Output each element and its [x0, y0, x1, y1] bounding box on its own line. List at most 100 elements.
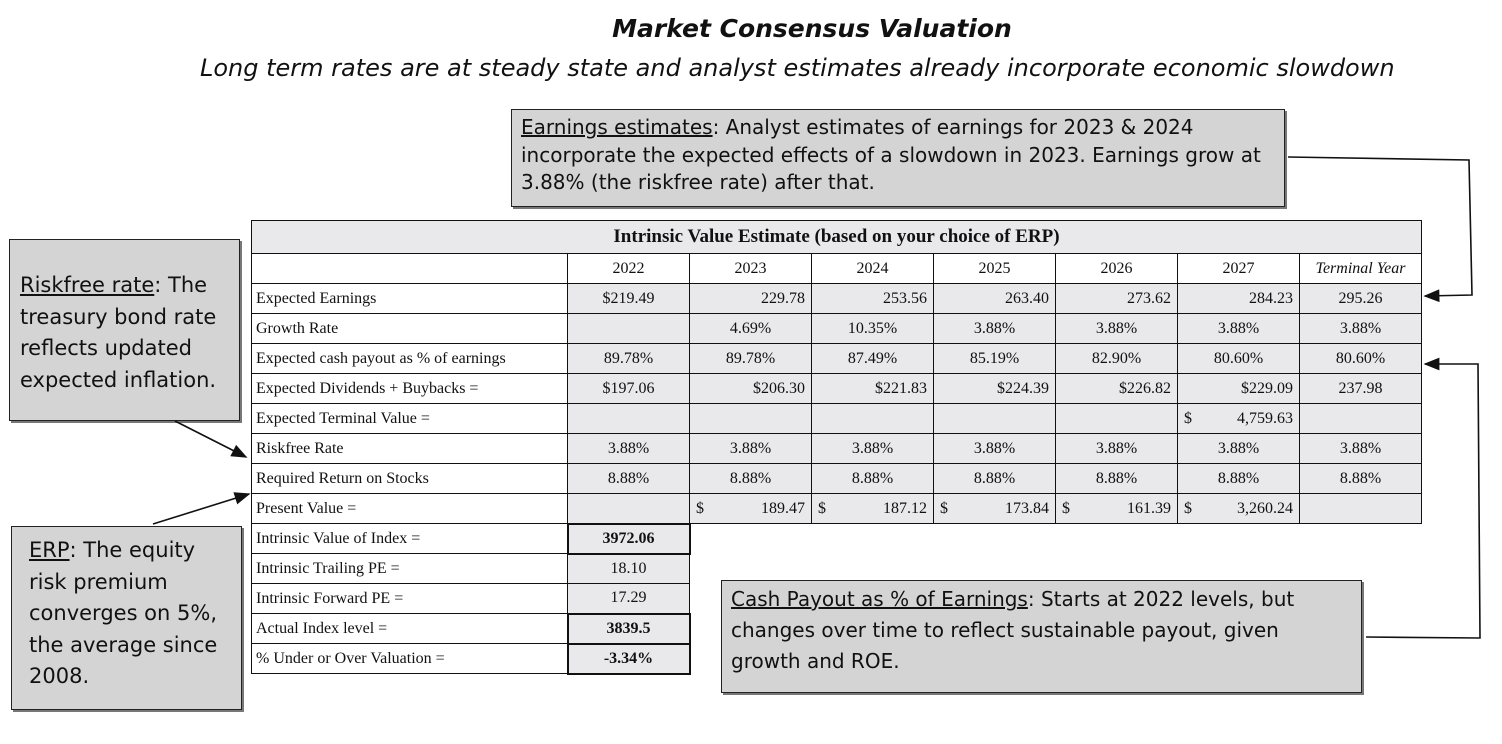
pv-value: 161.39	[1127, 499, 1171, 517]
callout-head: Riskfree rate	[20, 273, 155, 297]
row-label: Required Return on Stocks	[251, 463, 568, 494]
table-cell: $226.82	[1055, 373, 1178, 404]
table-row: Expected cash payout as % of earnings 89…	[251, 343, 1422, 374]
table-cell	[1299, 403, 1422, 434]
table-cell: 263.40	[933, 283, 1056, 314]
blank-area	[689, 523, 1422, 554]
valuation-gap-cell: -3.34%	[566, 642, 691, 675]
earnings-arrow	[1287, 156, 1473, 303]
pv-value: 173.84	[1005, 499, 1049, 517]
currency-symbol: $	[696, 499, 704, 517]
currency-symbol: $	[1184, 499, 1192, 517]
summary-row: Intrinsic Value of Index = 3972.06	[251, 522, 1422, 555]
blank-area	[689, 553, 1422, 584]
table-cell: 87.49%	[811, 343, 934, 374]
table-row: Present Value = $189.47 $187.12 $173.84 …	[251, 493, 1422, 524]
row-label: Present Value =	[251, 493, 568, 524]
row-label: Expected cash payout as % of earnings	[251, 343, 568, 374]
table-cell: $197.06	[567, 373, 690, 404]
pv-value: 187.12	[883, 499, 927, 517]
table-cell: 273.62	[1055, 283, 1178, 314]
table-cell	[933, 403, 1056, 434]
table-cell: 8.88%	[567, 463, 690, 494]
table-row: Expected Terminal Value = $4,759.63	[251, 403, 1422, 434]
riskfree-arrow	[174, 420, 248, 458]
year-header-row: 2022 2023 2024 2025 2026 2027 Terminal Y…	[251, 253, 1422, 284]
table-cell: 8.88%	[933, 463, 1056, 494]
table-cell	[567, 403, 690, 434]
table-cell: 3.88%	[1177, 313, 1300, 344]
row-label: Expected Terminal Value =	[251, 403, 568, 434]
page-subtitle: Long term rates are at steady state and …	[200, 54, 1395, 82]
table-cell: 8.88%	[811, 463, 934, 494]
summary-label: Intrinsic Forward PE =	[251, 583, 568, 614]
table-cell: 8.88%	[1055, 463, 1178, 494]
table-header: Intrinsic Value Estimate (based on your …	[251, 220, 1422, 254]
table-cell: 82.90%	[1055, 343, 1178, 374]
callout-body: : Analyst estimates of earnings for 2023…	[521, 115, 1261, 195]
terminal-year: Terminal Year	[1299, 253, 1422, 284]
callout-body: : The treasury bond rate reflects update…	[20, 273, 217, 392]
table-row: Growth Rate 4.69% 10.35% 3.88% 3.88% 3.8…	[251, 313, 1422, 344]
table-cell: 284.23	[1177, 283, 1300, 314]
table-cell	[1299, 493, 1422, 524]
table-row: Expected Earnings $219.49 229.78 253.56 …	[251, 283, 1422, 314]
table-cell: 8.88%	[1299, 463, 1422, 494]
table-cell: 8.88%	[1177, 463, 1300, 494]
summary-label: % Under or Over Valuation =	[251, 643, 568, 674]
cash-payout-callout: Cash Payout as % of Earnings: Starts at …	[721, 580, 1362, 693]
pv-cell: $161.39	[1055, 493, 1178, 524]
riskfree-rate-callout: Riskfree rate: The treasury bond rate re…	[9, 239, 240, 421]
callout-head: Cash Payout as % of Earnings	[731, 587, 1028, 611]
table-cell: 4.69%	[689, 313, 812, 344]
year-2023: 2023	[689, 253, 812, 284]
summary-label: Actual Index level =	[251, 613, 568, 644]
table-cell: 3.88%	[1055, 433, 1178, 464]
table-row: Expected Dividends + Buybacks = $197.06 …	[251, 373, 1422, 404]
table-cell: 80.60%	[1177, 343, 1300, 374]
terminal-value: 4,759.63	[1237, 409, 1293, 427]
summary-label: Intrinsic Trailing PE =	[251, 553, 568, 584]
table-cell: 295.26	[1299, 283, 1422, 314]
cash-payout-arrow	[1365, 357, 1481, 639]
intrinsic-value-cell: 3972.06	[566, 522, 691, 555]
pv-value: 189.47	[761, 499, 805, 517]
table-cell	[689, 403, 812, 434]
currency-symbol: $	[1062, 499, 1070, 517]
table-cell: $229.09	[1177, 373, 1300, 404]
intrinsic-value-table: Intrinsic Value Estimate (based on your …	[251, 220, 1422, 675]
row-label: Growth Rate	[251, 313, 568, 344]
year-2026: 2026	[1055, 253, 1178, 284]
table-cell: 89.78%	[689, 343, 812, 374]
table-cell: 3.88%	[1299, 433, 1422, 464]
page-title: Market Consensus Valuation	[612, 14, 1012, 43]
pv-cell: $173.84	[933, 493, 1056, 524]
table-cell: 8.88%	[689, 463, 812, 494]
table-cell: 3.88%	[1055, 313, 1178, 344]
year-2025: 2025	[933, 253, 1056, 284]
callout-head: Earnings estimates	[521, 115, 713, 139]
currency-symbol: $	[940, 499, 948, 517]
pv-cell: $3,260.24	[1177, 493, 1300, 524]
erp-callout: ERP: The equity risk premium converges o…	[11, 526, 242, 710]
earnings-estimates-callout: Earnings estimates: Analyst estimates of…	[511, 109, 1285, 207]
table-row: Required Return on Stocks 8.88% 8.88% 8.…	[251, 463, 1422, 494]
table-cell: 229.78	[689, 283, 812, 314]
callout-body: : Starts at 2022 levels, but changes ove…	[731, 587, 1295, 673]
currency-symbol: $	[1184, 409, 1192, 427]
table-cell	[567, 493, 690, 524]
table-cell: 10.35%	[811, 313, 934, 344]
table-cell: 237.98	[1299, 373, 1422, 404]
actual-index-cell: 3839.5	[566, 612, 691, 645]
table-cell: $219.49	[567, 283, 690, 314]
erp-arrow	[152, 492, 251, 525]
pv-cell: $187.12	[811, 493, 934, 524]
table-cell: $221.83	[811, 373, 934, 404]
forward-pe-cell: 17.29	[567, 583, 690, 614]
table-cell: 3.88%	[1177, 433, 1300, 464]
currency-symbol: $	[818, 499, 826, 517]
callout-head: ERP	[29, 538, 70, 562]
table-cell	[567, 313, 690, 344]
year-2024: 2024	[811, 253, 934, 284]
